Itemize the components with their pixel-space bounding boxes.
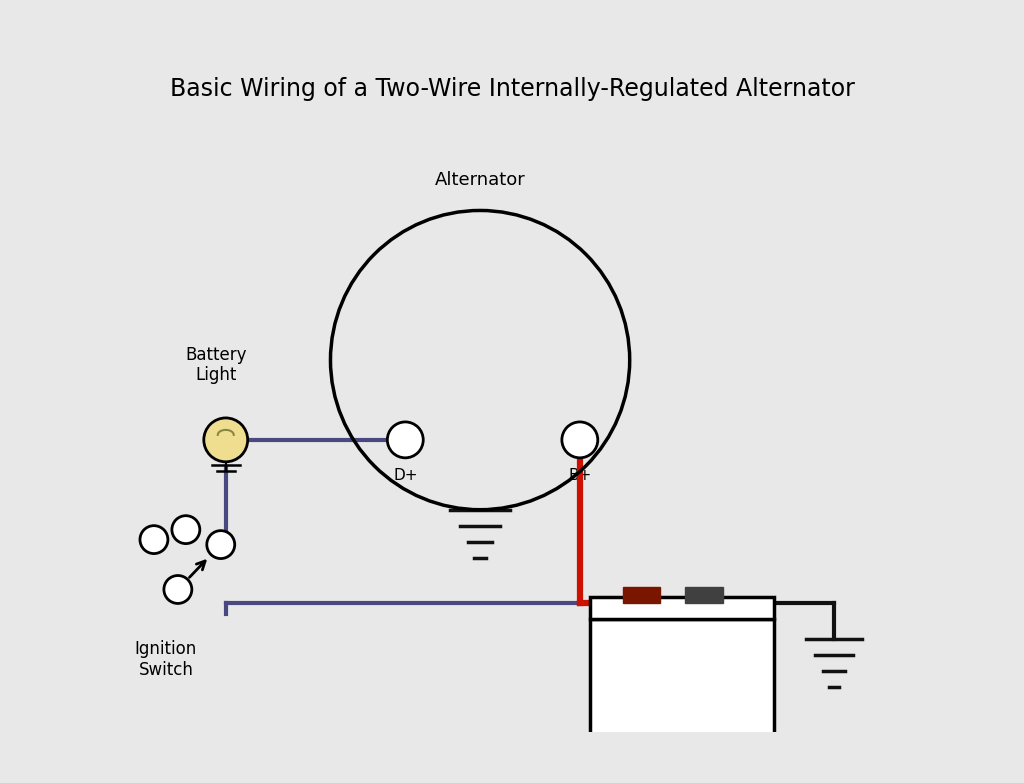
Text: −: −: [699, 619, 720, 642]
Circle shape: [562, 422, 598, 458]
Circle shape: [164, 576, 191, 604]
Circle shape: [207, 531, 234, 558]
Text: Alternator: Alternator: [435, 171, 525, 189]
Text: +: +: [633, 620, 650, 640]
Circle shape: [172, 516, 200, 543]
Circle shape: [387, 422, 423, 458]
Bar: [590, 619, 774, 734]
Bar: [685, 587, 723, 604]
Text: 12V: 12V: [655, 673, 710, 701]
Text: D+: D+: [393, 467, 418, 483]
Bar: [590, 597, 774, 619]
Circle shape: [204, 418, 248, 462]
Text: B+: B+: [568, 467, 592, 483]
Text: Battery
Light: Battery Light: [185, 345, 247, 384]
Text: Ignition
Switch: Ignition Switch: [135, 640, 197, 679]
Bar: [582, 734, 782, 754]
Bar: [623, 587, 660, 604]
Text: Basic Wiring of a Two-Wire Internally-Regulated Alternator: Basic Wiring of a Two-Wire Internally-Re…: [170, 77, 854, 101]
Circle shape: [140, 525, 168, 554]
